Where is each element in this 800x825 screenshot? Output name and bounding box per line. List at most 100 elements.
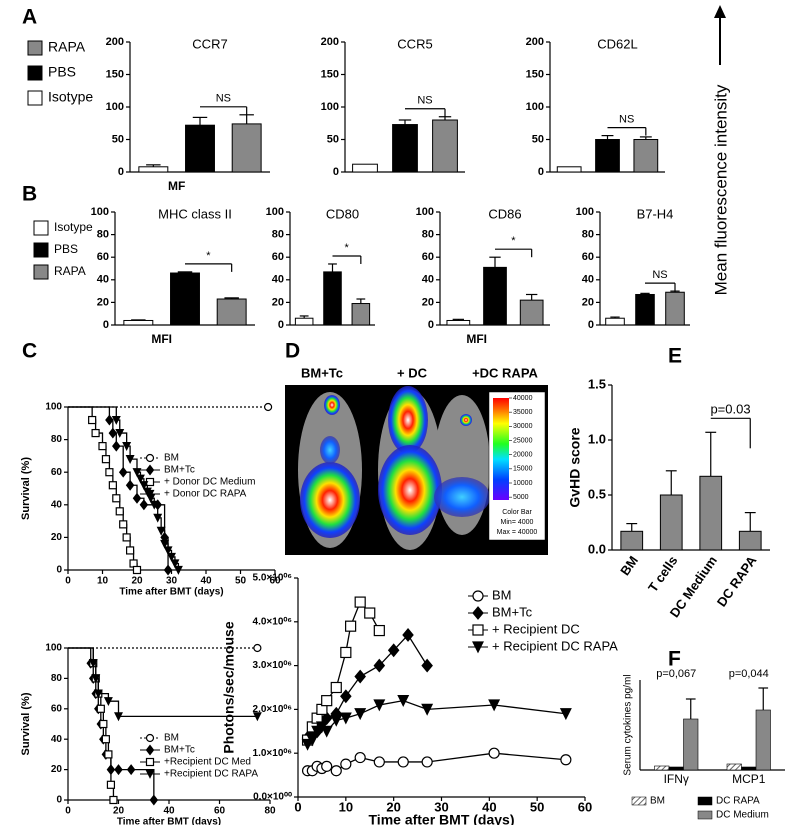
legend-label: BM [164,733,179,744]
marker [373,699,386,712]
legend-label: RAPA [48,39,86,55]
y-tick-label: 80 [51,434,63,445]
y-tick-label: 80 [582,229,594,241]
bar [483,266,507,326]
y-tick-label: 4.0×10⁰⁶ [253,616,292,627]
marker [119,520,128,529]
marker [93,689,103,699]
marker [306,734,319,747]
marker [170,559,180,569]
y-tick-label: 1.5 [588,376,606,391]
legend-label: DC Medium [716,810,769,821]
x-tick-label: 40 [482,799,496,814]
marker [114,712,123,722]
marker [112,494,121,503]
y-tick-label: 200 [321,36,339,48]
y-tick-label: 40 [51,499,63,510]
marker [108,427,118,439]
x-tick-label: 60 [578,799,592,814]
marker [472,606,484,620]
marker [559,708,572,721]
marker [149,500,159,510]
marker [339,712,352,725]
x-tick-label: IFNγ [664,772,689,786]
marker [173,565,183,575]
colorbar-min: Min= 4000 [501,519,534,526]
legend-swatch [33,220,49,236]
x-tick-label: 50 [235,576,247,587]
bar [665,291,685,326]
annotation: p=0,044 [729,668,769,680]
legend-label: Isotype [54,220,93,234]
marker [354,596,366,608]
x-tick-label: T cells [645,553,680,595]
chart-title: CD86 [488,206,521,221]
marker [145,489,155,499]
marker [402,628,414,642]
legend-label: DC RAPA [716,796,760,807]
annotation: NS [216,93,231,105]
marker [132,565,142,575]
marker [125,479,135,491]
marker [106,780,116,789]
marker [560,754,572,766]
y-tick-label: 20 [51,532,63,543]
bar [556,166,582,173]
bar [659,494,683,551]
marker [96,704,105,713]
colorbar-title: Color Bar [502,509,532,516]
bar [726,763,742,771]
legend-swatch [27,40,43,56]
y-tick-label: 100 [106,101,124,113]
legend-label: BM [492,587,512,602]
marker [126,764,136,776]
x-tick-label: 30 [434,799,448,814]
y-tick-label: 40 [272,274,284,286]
legend-label: RAPA [54,264,86,278]
y-tick-label: 0 [56,795,62,806]
legend-swatch [33,242,49,258]
marker [472,641,484,654]
colorbar-tick-label: 15000 [513,466,533,473]
y-tick-label: 80 [97,229,109,241]
marker [139,499,149,511]
legend-label: BM+Tc [492,604,533,619]
y-tick-label: 60 [51,703,63,714]
marker [472,590,484,602]
chart-title: B7-H4 [637,206,674,221]
marker [91,674,101,684]
marker [122,533,131,542]
marker [321,760,333,772]
marker [330,765,342,777]
bar [352,163,378,173]
legend-label: +Recipient DC RAPA [164,769,258,780]
legend-swatch [27,90,43,106]
bar [605,317,625,326]
x-tick-label: 20 [131,576,143,587]
panel-label: E [668,345,682,368]
x-tick-label: 40 [200,576,212,587]
y-tick-label: 80 [422,229,434,241]
marker [156,526,166,536]
series-line [68,406,180,570]
marker [145,744,155,756]
annotation: p=0,067 [656,668,696,680]
marker [364,607,376,619]
marker [145,757,155,767]
x-tick-label: 50 [530,799,544,814]
marker [330,681,342,694]
legend-label: BM [164,453,179,464]
y-axis-label: Serum cytokines pg/ml [623,674,634,775]
marker [373,624,385,637]
bar [633,139,659,173]
y-tick-label: 0 [428,319,434,331]
y-tick-label: 20 [51,764,63,775]
side-label: Mean fluorescence intensity [711,84,730,295]
y-tick-label: 60 [582,251,594,263]
bar [755,709,771,771]
bar [446,319,471,326]
annotation: p=0.03 [710,402,750,417]
x-tick-label: 20 [386,799,400,814]
legend-label: + Recipient DC [492,621,580,636]
bar [185,124,215,173]
